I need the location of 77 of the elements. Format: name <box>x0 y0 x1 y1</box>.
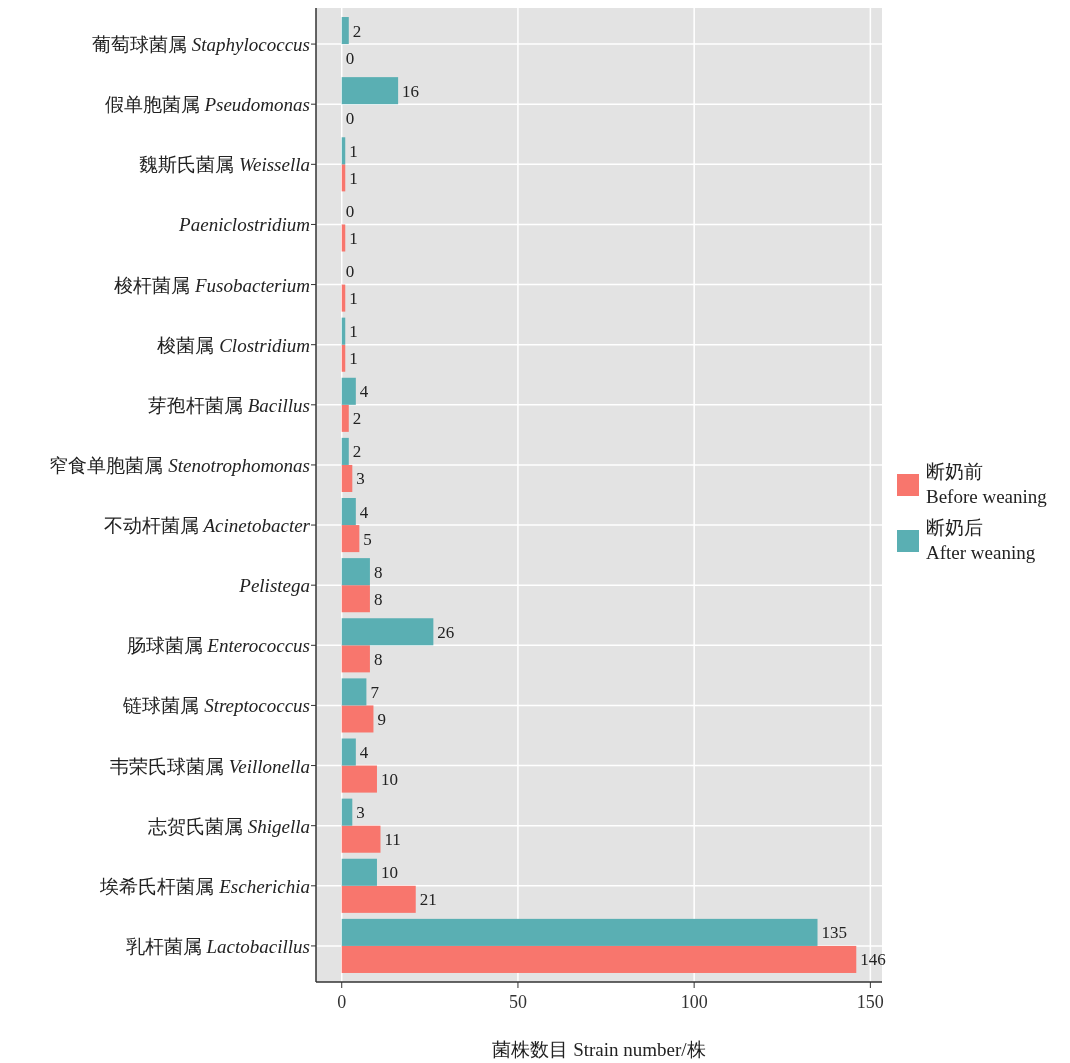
data-label: 1 <box>349 228 358 248</box>
y-tick-label: Paeniclostridium <box>178 214 310 236</box>
data-label: 3 <box>356 803 365 823</box>
data-label: 10 <box>380 770 398 790</box>
data-label: 1 <box>349 141 358 161</box>
y-tick-label: 假单胞菌属 Pseudomonas <box>104 94 310 116</box>
y-tick-label: 窄食单胞菌属 Stenotrophomonas <box>49 454 310 476</box>
bar <box>341 437 349 465</box>
bar <box>341 585 370 613</box>
data-label: 2 <box>352 409 362 429</box>
bar <box>341 825 381 853</box>
data-label: 1 <box>349 322 358 342</box>
y-tick-label: 肠球菌属 Enterococcus <box>126 635 310 657</box>
data-label: 10 <box>380 863 398 883</box>
bar <box>341 678 367 706</box>
data-label: 7 <box>370 682 380 702</box>
bar <box>341 618 434 646</box>
legend-label: 断奶后 After weaning <box>926 517 1036 563</box>
data-label: 1 <box>349 349 358 369</box>
data-label: 1 <box>349 289 358 309</box>
data-label: 1 <box>349 168 358 188</box>
data-label: 4 <box>359 743 369 763</box>
bar <box>341 945 857 973</box>
data-label: 135 <box>821 923 848 943</box>
y-tick-label: 乳杆菌属 Lactobacillus <box>125 935 310 957</box>
y-tick-label: 魏斯氏菌属 Weissella <box>139 154 310 176</box>
data-label: 16 <box>402 81 420 101</box>
y-tick-label: 芽孢杆菌属 Bacillus <box>147 394 310 416</box>
bar <box>341 645 370 673</box>
data-label: 21 <box>419 890 437 910</box>
bar <box>341 77 399 105</box>
data-label: 8 <box>373 589 383 609</box>
bar <box>341 705 374 733</box>
bar <box>341 858 377 886</box>
y-tick-label: 梭杆菌属 Fusobacterium <box>114 274 310 296</box>
data-label: 0 <box>345 262 355 282</box>
bar <box>341 738 356 766</box>
y-tick-label: 梭菌属 Clostridium <box>157 334 310 356</box>
data-label: 0 <box>345 108 355 128</box>
y-tick-label: 链球菌属 Streptococcus <box>122 695 310 717</box>
y-tick-label: Pelistega <box>238 575 310 597</box>
data-label: 5 <box>363 529 372 549</box>
bar <box>341 765 377 793</box>
bar <box>341 464 353 492</box>
data-label: 0 <box>345 48 355 68</box>
data-label: 3 <box>356 469 365 489</box>
bar <box>341 498 356 526</box>
bar <box>341 17 349 45</box>
y-tick-label: 不动杆菌属 Acinetobacter <box>103 515 311 537</box>
bar <box>341 885 416 913</box>
data-label: 146 <box>860 950 886 970</box>
y-tick-label: 埃希氏杆菌属 Escherichia <box>99 875 310 897</box>
data-label: 2 <box>352 21 362 41</box>
x-tick-label: 100 <box>680 992 708 1012</box>
bar <box>341 404 349 432</box>
data-label: 4 <box>359 502 369 522</box>
x-tick-label: 150 <box>856 992 884 1012</box>
bar <box>341 525 360 553</box>
y-tick-label: 志贺氏菌属 Shigella <box>147 815 310 837</box>
data-label: 9 <box>377 709 386 729</box>
data-label: 26 <box>437 622 455 642</box>
legend-label: 断奶前 Before weaning <box>926 461 1048 507</box>
bar <box>341 377 356 405</box>
data-label: 2 <box>352 442 362 462</box>
data-label: 8 <box>373 562 383 582</box>
bar <box>341 558 370 586</box>
bar <box>341 918 818 946</box>
y-tick-label: 葡萄球菌属 Staphylococcus <box>92 34 310 56</box>
data-label: 11 <box>384 830 401 850</box>
data-label: 8 <box>373 649 383 669</box>
x-axis-title: 菌株数目 Strain number/株 <box>492 1039 706 1060</box>
data-label: 4 <box>359 382 369 402</box>
data-label: 0 <box>345 201 355 221</box>
bar <box>341 798 353 826</box>
x-tick-label: 50 <box>508 992 527 1012</box>
y-tick-label: 韦荣氏球菌属 Veillonella <box>109 755 310 777</box>
x-tick-label: 0 <box>337 992 347 1012</box>
